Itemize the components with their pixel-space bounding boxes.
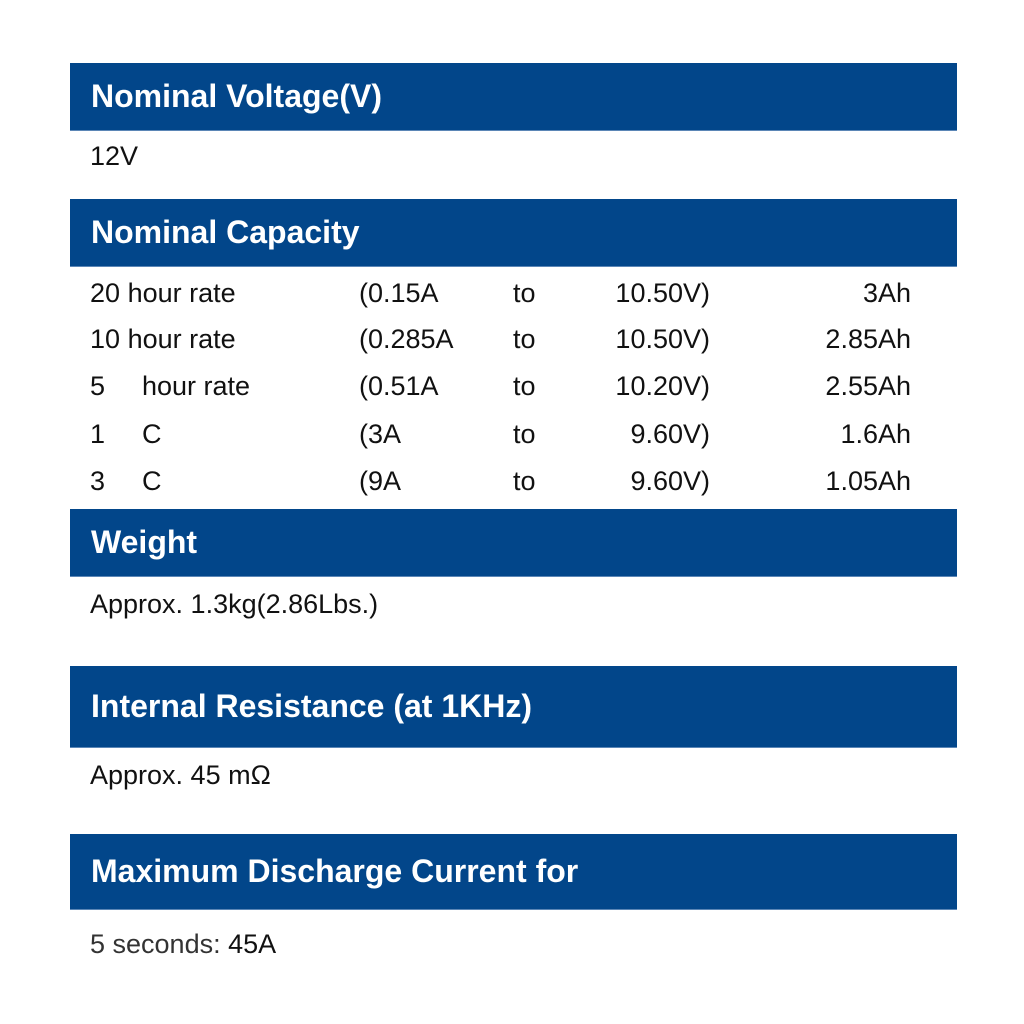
capacity-row: 3 C (9A to 9.60V) 1.05Ah	[0, 466, 1024, 506]
discharge-current: (0.51A	[359, 371, 439, 401]
capacity-value: 1.05Ah	[825, 466, 911, 496]
duration-label: 5 seconds:	[90, 929, 221, 959]
current-value: 45A	[228, 929, 277, 959]
rate-label: hour rate	[142, 371, 251, 401]
nominal-voltage-value: 12V	[90, 141, 139, 171]
end-voltage: 10.20V)	[615, 371, 710, 401]
rate-number: 3	[90, 466, 106, 496]
section-header-internal-resistance: Internal Resistance (at 1KHz)	[70, 666, 957, 747]
capacity-value: 2.55Ah	[825, 371, 911, 401]
section-title: Internal Resistance (at 1KHz)	[91, 688, 533, 724]
to-label: to	[513, 371, 536, 401]
discharge-current: (9A	[359, 466, 402, 496]
internal-resistance-value: Approx. 45 mΩ	[90, 760, 271, 790]
discharge-current: (3A	[359, 419, 402, 449]
section-title: Weight	[91, 524, 198, 560]
section-title: Nominal Capacity	[91, 214, 360, 250]
rate-number: 1	[90, 419, 106, 449]
discharge-current: (0.15A	[359, 278, 439, 308]
capacity-value: 3Ah	[862, 278, 911, 308]
rate-label: C	[142, 466, 162, 496]
capacity-row: 5 hour rate (0.51A to 10.20V) 2.55Ah	[0, 371, 1024, 411]
end-voltage: 10.50V)	[615, 324, 710, 354]
section-header-weight: Weight	[70, 509, 957, 576]
to-label: to	[513, 419, 536, 449]
capacity-row: 20 hour rate (0.15A to 10.50V) 3Ah	[0, 278, 1024, 318]
to-label: to	[513, 324, 536, 354]
to-label: to	[513, 466, 536, 496]
rate-number: 20 hour rate	[90, 278, 236, 308]
rate-number: 5	[90, 371, 106, 401]
section-header-max-discharge: Maximum Discharge Current for	[70, 834, 957, 909]
rate-number: 10 hour rate	[90, 324, 236, 354]
section-title: Maximum Discharge Current for	[91, 853, 579, 889]
capacity-row: 10 hour rate (0.285A to 10.50V) 2.85Ah	[0, 324, 1024, 364]
to-label: to	[513, 278, 536, 308]
capacity-row: 1 C (3A to 9.60V) 1.6Ah	[0, 419, 1024, 459]
capacity-value: 2.85Ah	[825, 324, 911, 354]
max-discharge-value: 5 seconds: 45A	[90, 929, 276, 960]
section-header-nominal-voltage: Nominal Voltage(V)	[70, 63, 957, 130]
end-voltage: 9.60V)	[630, 419, 710, 449]
weight-value: Approx. 1.3kg(2.86Lbs.)	[90, 589, 379, 619]
end-voltage: 10.50V)	[615, 278, 710, 308]
end-voltage: 9.60V)	[630, 466, 710, 496]
section-header-nominal-capacity: Nominal Capacity	[70, 199, 957, 266]
section-title: Nominal Voltage(V)	[91, 78, 382, 114]
discharge-current: (0.285A	[359, 324, 454, 354]
capacity-value: 1.6Ah	[840, 419, 911, 449]
rate-label: C	[142, 419, 162, 449]
